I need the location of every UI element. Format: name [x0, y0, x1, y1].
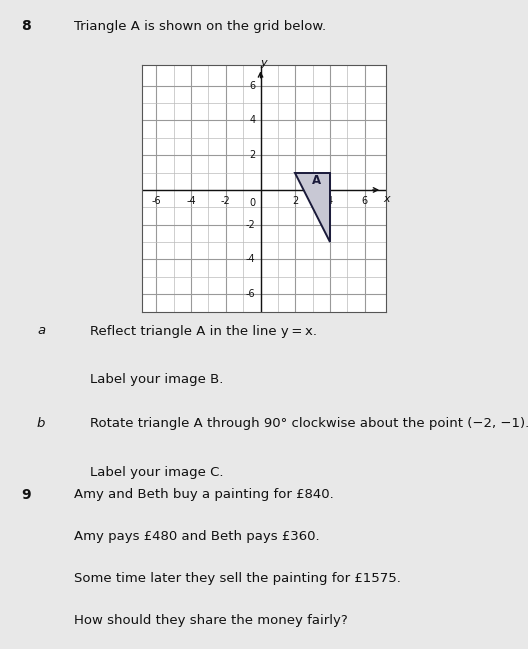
Text: 0: 0: [249, 198, 256, 208]
Text: -6: -6: [246, 289, 256, 299]
Text: b: b: [37, 417, 45, 430]
Text: 6: 6: [249, 80, 256, 91]
Text: -6: -6: [152, 196, 161, 206]
Text: 6: 6: [362, 196, 368, 206]
Text: Reflect triangle A in the line y = x.: Reflect triangle A in the line y = x.: [90, 324, 317, 337]
Polygon shape: [295, 173, 330, 242]
Text: 4: 4: [249, 116, 256, 125]
Text: Some time later they sell the painting for £1575.: Some time later they sell the painting f…: [74, 572, 401, 585]
Text: Amy and Beth buy a painting for £840.: Amy and Beth buy a painting for £840.: [74, 488, 334, 501]
Text: -4: -4: [246, 254, 256, 264]
Text: Triangle A is shown on the grid below.: Triangle A is shown on the grid below.: [74, 19, 326, 33]
Text: A: A: [312, 174, 320, 187]
Text: -2: -2: [246, 219, 256, 230]
Text: -2: -2: [221, 196, 231, 206]
Text: 4: 4: [327, 196, 333, 206]
Text: Label your image C.: Label your image C.: [90, 466, 223, 479]
Text: Rotate triangle A through 90° clockwise about the point (−2, −1).: Rotate triangle A through 90° clockwise …: [90, 417, 528, 430]
Text: 2: 2: [292, 196, 298, 206]
Text: a: a: [37, 324, 45, 337]
Text: Label your image B.: Label your image B.: [90, 373, 223, 386]
Text: How should they share the money fairly?: How should they share the money fairly?: [74, 614, 347, 627]
Text: 8: 8: [21, 19, 31, 33]
Text: 2: 2: [249, 150, 256, 160]
Text: $x$: $x$: [383, 195, 392, 204]
Text: 9: 9: [21, 488, 31, 502]
Text: Amy pays £480 and Beth pays £360.: Amy pays £480 and Beth pays £360.: [74, 530, 319, 543]
Text: $y$: $y$: [260, 58, 269, 70]
Text: -4: -4: [186, 196, 196, 206]
